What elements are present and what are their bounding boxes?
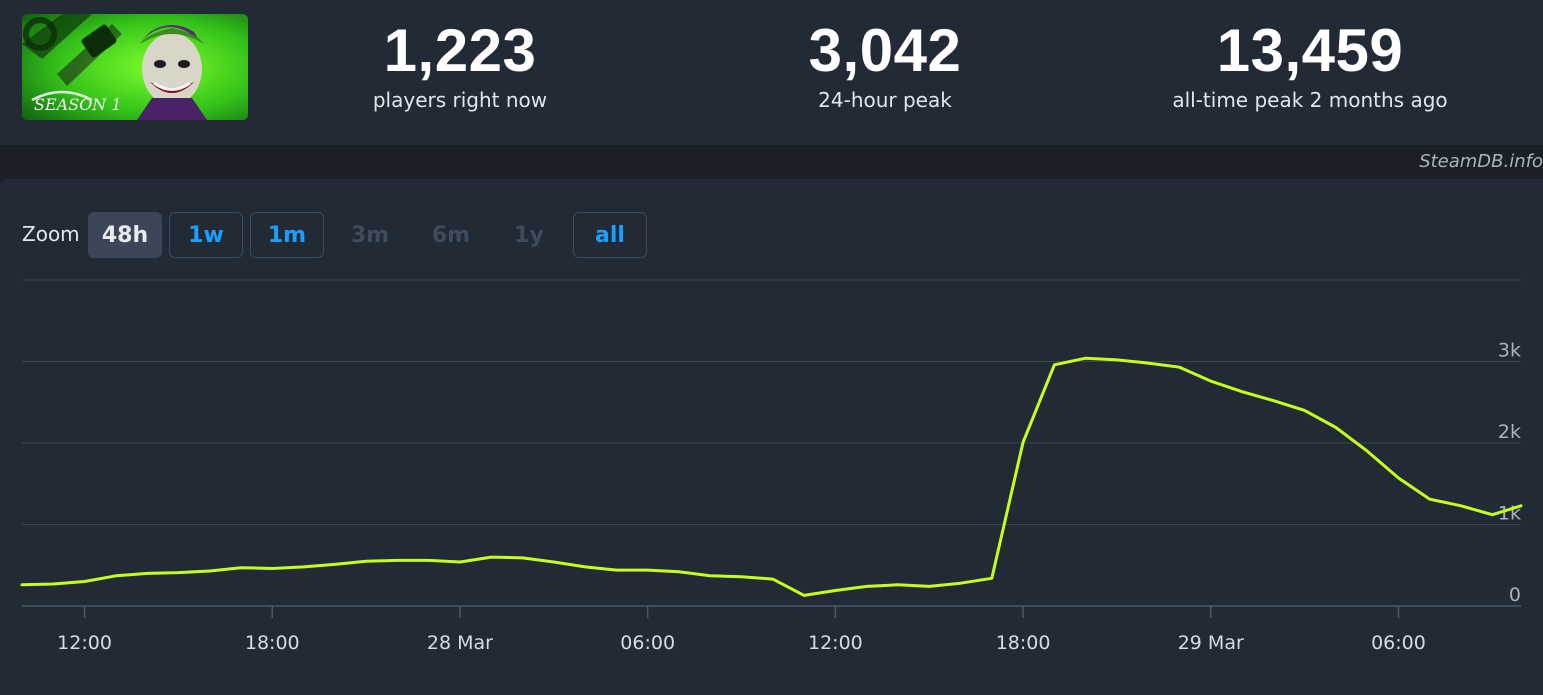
zoom-48h-button[interactable]: 48h xyxy=(88,212,162,258)
steamdb-credit[interactable]: SteamDB.info xyxy=(1419,151,1543,172)
zoom-all-button[interactable]: all xyxy=(573,212,647,258)
x-tick-label: 29 Mar xyxy=(1178,632,1244,654)
zoom-label: Zoom xyxy=(22,222,80,246)
x-tick-label: 18:00 xyxy=(996,632,1051,654)
x-tick-label: 12:00 xyxy=(57,632,112,654)
x-tick-label: 06:00 xyxy=(620,632,675,654)
current-players-label: players right now xyxy=(372,88,548,112)
game-thumbnail-image[interactable]: SEASON 1 xyxy=(22,14,248,120)
x-tick-label: 12:00 xyxy=(808,632,863,654)
chart-panel xyxy=(0,179,1543,695)
y-tick-label: 3k xyxy=(1498,340,1521,362)
current-players-value: 1,223 xyxy=(383,17,537,84)
peak-24h-label: 24-hour peak xyxy=(818,88,952,112)
stat-24h-peak: 3,042 24-hour peak xyxy=(765,17,1005,113)
all-time-peak-value: 13,459 xyxy=(1216,17,1404,84)
x-tick-label: 06:00 xyxy=(1371,632,1426,654)
peak-24h-value: 3,042 xyxy=(808,17,962,84)
zoom-3m-button: 3m xyxy=(350,222,390,248)
stat-current-players: 1,223 players right now xyxy=(340,17,580,113)
series-line-players xyxy=(20,356,1523,597)
zoom-6m-button: 6m xyxy=(431,222,471,248)
all-time-peak-label: all-time peak 2 months ago xyxy=(1172,88,1448,112)
svg-text:SEASON 1: SEASON 1 xyxy=(34,95,122,114)
stat-all-time-peak: 13,459 all-time peak 2 months ago xyxy=(1140,17,1480,113)
zoom-1m-button[interactable]: 1m xyxy=(250,212,324,258)
y-tick-label: 0 xyxy=(1509,584,1521,606)
stats-header: SEASON 1 1,223 players right now 3,042 2… xyxy=(0,0,1543,145)
zoom-1w-button[interactable]: 1w xyxy=(169,212,243,258)
x-tick-label: 18:00 xyxy=(245,632,300,654)
joker-season-1-art-icon: SEASON 1 xyxy=(22,14,248,120)
y-tick-label: 2k xyxy=(1498,421,1521,443)
zoom-1y-button: 1y xyxy=(514,222,544,248)
x-tick-label: 28 Mar xyxy=(427,632,493,654)
